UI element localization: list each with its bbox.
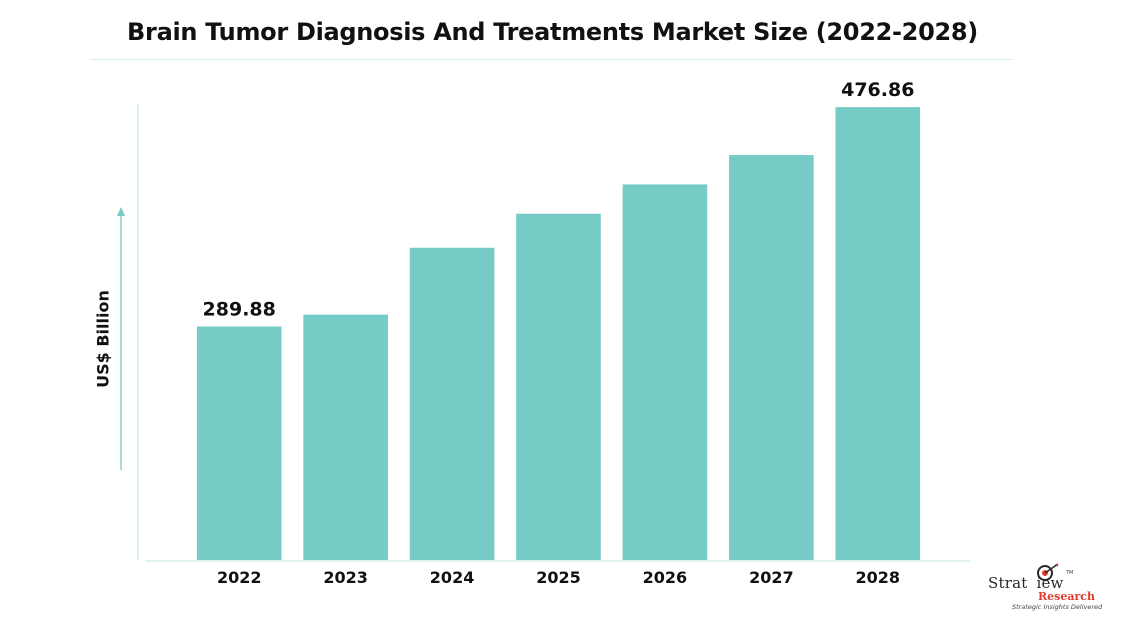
x-tick-2022: 2022 xyxy=(217,568,262,587)
logo-name: Strat iew xyxy=(988,574,1064,592)
stratview-logo: Strat iew TM Research Strategic Insights … xyxy=(978,560,1102,616)
title-divider xyxy=(90,59,1012,60)
chart-title: Brain Tumor Diagnosis And Treatments Mar… xyxy=(127,18,978,46)
logo-research: Research xyxy=(1038,590,1095,603)
bar-2024 xyxy=(409,247,495,560)
bar-2022 xyxy=(196,326,282,560)
bar-2025 xyxy=(516,213,601,561)
x-tick-2026: 2026 xyxy=(643,568,688,587)
logo-tagline: Strategic Insights Delivered xyxy=(1012,603,1103,611)
y-arrow-head-icon xyxy=(117,207,125,216)
data-labels-group: 289.88 476.86 xyxy=(203,79,915,320)
data-label-2022: 289.88 xyxy=(203,299,276,321)
x-tick-2028: 2028 xyxy=(856,568,901,587)
data-label-2028: 476.86 xyxy=(841,79,914,101)
x-tick-2027: 2027 xyxy=(749,568,794,587)
bar-2026 xyxy=(622,184,708,560)
logo-trademark: TM xyxy=(1066,570,1074,576)
bars-group xyxy=(196,107,921,561)
target-dart-icon xyxy=(1037,563,1059,581)
bar-2027 xyxy=(729,155,814,560)
x-tick-2024: 2024 xyxy=(430,568,475,587)
bar-2028 xyxy=(835,107,921,561)
bar-2023 xyxy=(303,314,388,560)
x-tick-2025: 2025 xyxy=(536,568,581,587)
x-tick-labels-group: 2022 2023 2024 2025 2026 2027 2028 xyxy=(217,568,900,587)
x-tick-2023: 2023 xyxy=(323,568,368,587)
